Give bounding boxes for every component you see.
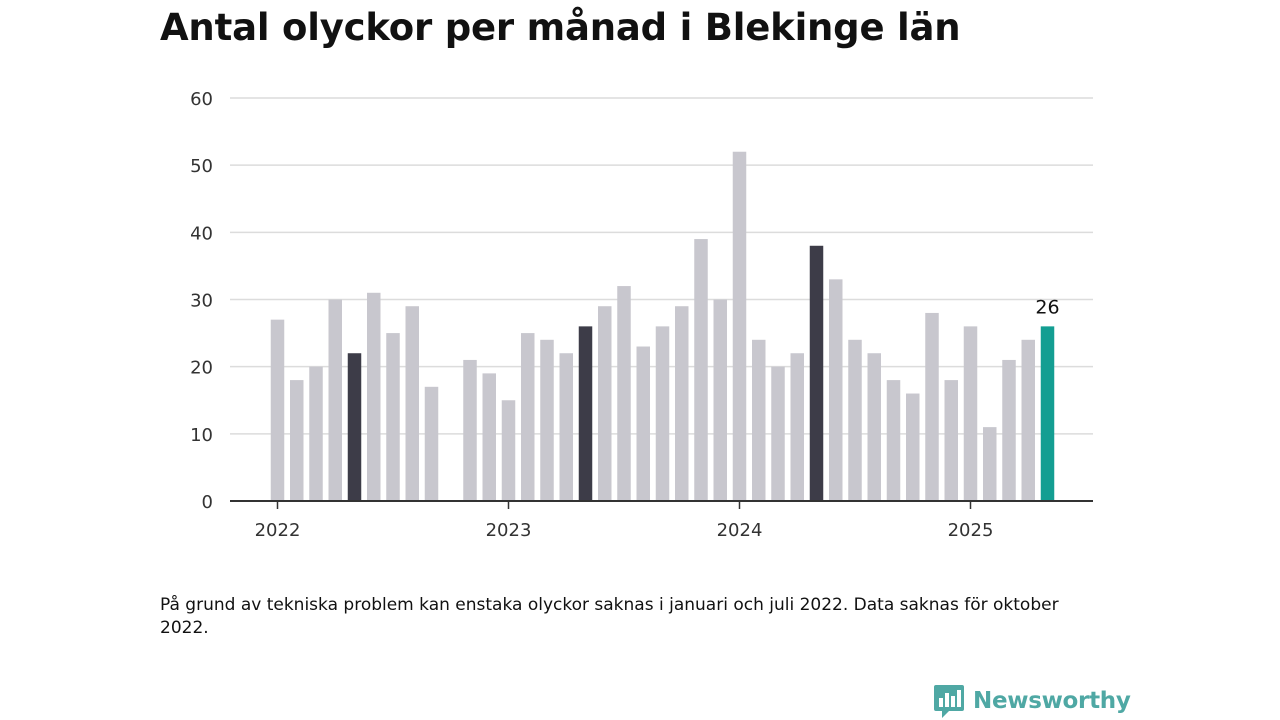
bar-2023-06: [598, 306, 612, 501]
y-tick-label: 30: [190, 291, 213, 312]
chart-title: Antal olyckor per månad i Blekinge län: [160, 6, 961, 49]
bar-chart: 0 10 20 30 40 50 60 26 2022 2023 2024 2025: [190, 89, 1093, 541]
bar-2023-05: [578, 326, 593, 501]
bar-2024-05: [809, 245, 824, 501]
value-label-2025-05: 26: [1035, 296, 1059, 318]
bar-2022-09: [424, 386, 439, 501]
bar-2022-06: [367, 292, 381, 501]
newsworthy-logo-icon: [934, 685, 964, 718]
bar-2024-04: [790, 353, 804, 501]
x-tick-label: 2024: [717, 520, 763, 541]
bar-2025-05: [1040, 326, 1055, 501]
bar-2022-11: [463, 359, 477, 501]
brand-logo[interactable]: Newsworthy: [933, 683, 1131, 719]
bar-2022-12: [482, 373, 496, 501]
bar-2023-09: [655, 326, 670, 501]
bar-2025-01: [963, 326, 978, 501]
y-tick-label: 50: [190, 156, 213, 177]
x-tick-label: 2022: [255, 520, 301, 541]
x-axis: 2022 2023 2024 2025: [230, 500, 1093, 541]
bar-2023-02: [521, 333, 535, 501]
bar-2024-03: [771, 366, 785, 501]
bar-2024-12: [944, 380, 958, 501]
bar-2024-11: [925, 312, 939, 501]
y-axis-tick-labels: 0 10 20 30 40 50 60: [190, 89, 213, 513]
bar-2023-08: [636, 346, 650, 501]
brand-name: Newsworthy: [973, 688, 1131, 714]
value-labels: 26: [1035, 296, 1059, 318]
x-tick-label: 2023: [486, 520, 532, 541]
bar-2025-04: [1021, 339, 1035, 501]
bar-2022-03: [309, 366, 323, 501]
bar-2023-07: [617, 286, 631, 501]
bar-2023-11: [694, 239, 708, 502]
bar-2023-12: [713, 299, 727, 501]
bar-2023-03: [540, 339, 554, 501]
bar-2022-05: [347, 353, 362, 501]
bar-2024-06: [829, 279, 843, 501]
bar-2023-04: [559, 353, 573, 501]
y-tick-label: 60: [190, 89, 213, 110]
bar-2024-10: [906, 393, 920, 501]
y-tick-label: 0: [202, 492, 213, 513]
bar-2024-02: [752, 339, 766, 501]
bar-2024-08: [867, 353, 881, 501]
x-tick-label: 2025: [948, 520, 994, 541]
bar-2025-03: [1002, 359, 1016, 501]
bar-2022-08: [405, 306, 419, 501]
bar-2022-02: [290, 380, 304, 501]
y-tick-label: 40: [190, 223, 213, 244]
y-tick-label: 20: [190, 358, 213, 379]
bars: [270, 151, 1055, 502]
footnote: På grund av tekniska problem kan enstaka…: [160, 595, 1059, 638]
y-tick-label: 10: [190, 425, 213, 446]
bar-2022-04: [328, 299, 342, 501]
bar-2022-01: [270, 319, 285, 501]
bar-2024-01: [732, 151, 747, 501]
bar-2024-09: [886, 380, 901, 501]
bar-2025-02: [983, 427, 997, 501]
bar-2023-10: [675, 306, 689, 501]
bar-2024-07: [848, 339, 862, 501]
bar-2022-07: [386, 333, 400, 501]
bar-2023-01: [501, 400, 516, 501]
